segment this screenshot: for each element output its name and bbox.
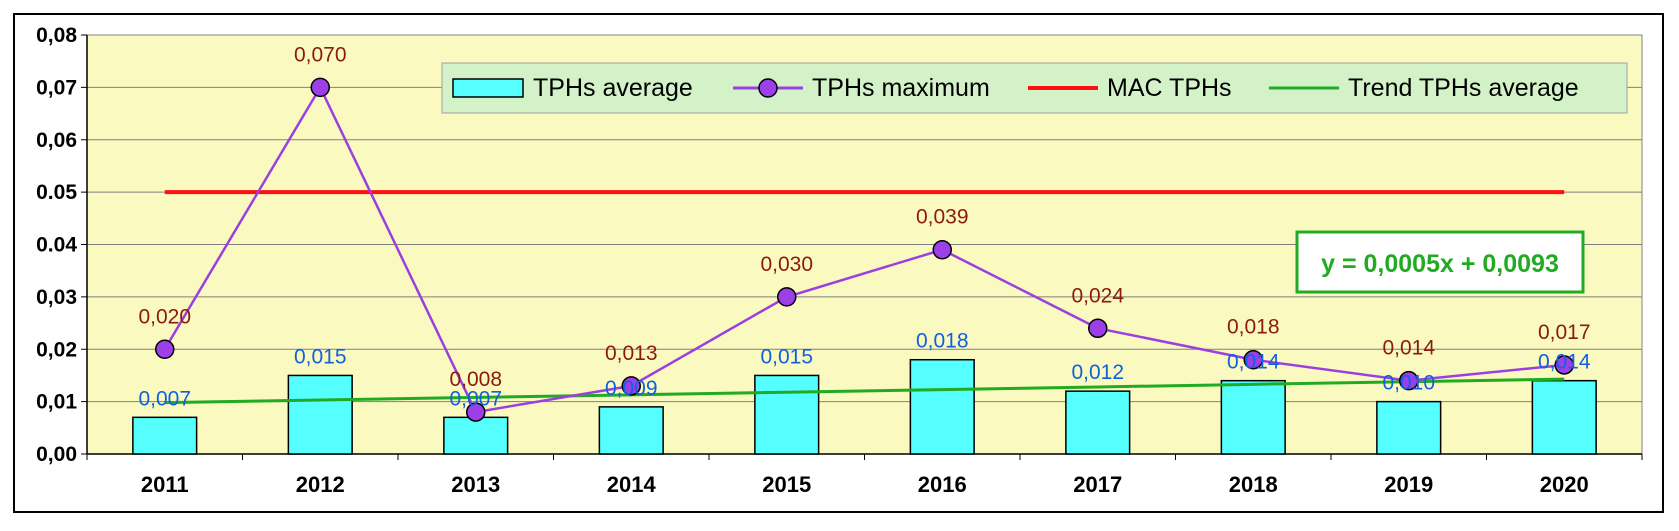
bar-value-label: 0,015 xyxy=(294,345,347,368)
bar-value-label: 0,015 xyxy=(760,345,813,368)
max-line xyxy=(163,84,1565,414)
y-tick-label: 0,06 xyxy=(36,129,77,152)
x-tick-label: 2014 xyxy=(607,472,657,497)
max-value-label: 0,008 xyxy=(449,368,502,391)
y-tick-label: 0,02 xyxy=(36,338,77,361)
data-labels: 0,007 0,015 0,007 0,009 0,015 0,018 0,012 0,014… xyxy=(138,43,1590,410)
trend-line xyxy=(164,377,1565,405)
max-value-label: 0,013 xyxy=(605,342,658,365)
equation-frame xyxy=(1295,230,1585,294)
max-marker xyxy=(932,239,952,260)
legend-label-trend: Trend TPHs average xyxy=(1348,74,1579,102)
bar xyxy=(598,406,664,455)
bar xyxy=(1376,400,1442,455)
max-marker xyxy=(1399,370,1419,391)
max-value-label: 0,070 xyxy=(294,43,347,66)
max-marker xyxy=(1088,318,1108,339)
bar xyxy=(132,416,198,455)
x-tick-label: 2019 xyxy=(1384,472,1433,497)
bar-value-label: 0,014 xyxy=(1538,351,1591,374)
legend-label-tphs-maximum: TPHs maximum xyxy=(812,74,990,102)
y-tick-label: 0,00 xyxy=(36,443,77,466)
max-value-label: 0,014 xyxy=(1382,337,1435,360)
y-axis: 0,00 0,01 0,02 0,03 0.04 0.05 0,06 0,07 0,08 xyxy=(36,24,88,466)
max-marker xyxy=(1554,355,1574,375)
max-value-label: 0,039 xyxy=(916,206,969,229)
y-tick-label: 0,03 xyxy=(36,286,77,309)
bars-series xyxy=(132,358,1597,455)
bar-value-label: 0,012 xyxy=(1071,361,1124,384)
x-tick-label: 2018 xyxy=(1229,472,1278,497)
bar-value-label: 0,007 xyxy=(138,387,191,410)
legend-swatch-marker-max xyxy=(758,78,778,98)
max-value-label: 0,017 xyxy=(1538,321,1591,344)
y-tick-label: 0,07 xyxy=(36,76,77,99)
y-tick-label: 0.05 xyxy=(36,181,77,204)
legend-swatch-bar xyxy=(452,78,524,98)
max-marker xyxy=(777,287,797,307)
max-value-label: 0,024 xyxy=(1071,284,1124,307)
x-tick-label: 2020 xyxy=(1540,472,1589,497)
bar xyxy=(1065,390,1131,455)
max-marker xyxy=(1243,349,1263,370)
bar-value-label: 0,007 xyxy=(449,387,502,410)
x-tick-label: 2016 xyxy=(918,472,967,497)
legend: TPHs average TPHs maximum MAC TPHs Trend… xyxy=(441,62,1628,114)
max-marker xyxy=(310,77,330,98)
y-tick-label: 0,01 xyxy=(36,391,77,414)
bar-value-label: 0,009 xyxy=(605,377,658,400)
max-value-label: 0,020 xyxy=(138,305,191,328)
bar-value-label: 0,014 xyxy=(1227,351,1280,374)
legend-label-mac-tphs: MAC TPHs xyxy=(1107,74,1232,102)
line-series xyxy=(155,77,1574,422)
max-value-label: 0,030 xyxy=(760,253,813,276)
y-tick-label: 0.04 xyxy=(36,234,77,257)
trend-equation-box: y = 0,0005x + 0,0093 xyxy=(1295,230,1585,294)
max-marker xyxy=(621,376,641,396)
bar xyxy=(443,416,509,455)
max-marker xyxy=(155,339,175,359)
x-tick-label: 2013 xyxy=(451,472,500,497)
x-tick-label: 2011 xyxy=(141,472,189,497)
x-tick-label: 2015 xyxy=(762,472,811,497)
max-marker xyxy=(466,402,486,422)
bar xyxy=(909,358,975,455)
legend-label-tphs-average: TPHs average xyxy=(533,74,693,102)
bar-value-label: 0,010 xyxy=(1382,372,1435,395)
bar xyxy=(287,374,353,455)
bar-value-label: 0,018 xyxy=(916,330,969,353)
y-tick-label: 0,08 xyxy=(36,24,77,47)
trend-equation: y = 0,0005x + 0,0093 xyxy=(1321,250,1559,278)
x-tick-label: 2017 xyxy=(1073,472,1122,497)
x-tick-label: 2012 xyxy=(296,472,345,497)
bar xyxy=(1220,379,1286,455)
bar xyxy=(1531,379,1597,455)
bar xyxy=(754,374,820,455)
max-value-label: 0,018 xyxy=(1227,316,1280,339)
x-axis: 2011 2012 2013 2014 2015 2016 2017 2018 2019 2020 xyxy=(86,453,1643,497)
